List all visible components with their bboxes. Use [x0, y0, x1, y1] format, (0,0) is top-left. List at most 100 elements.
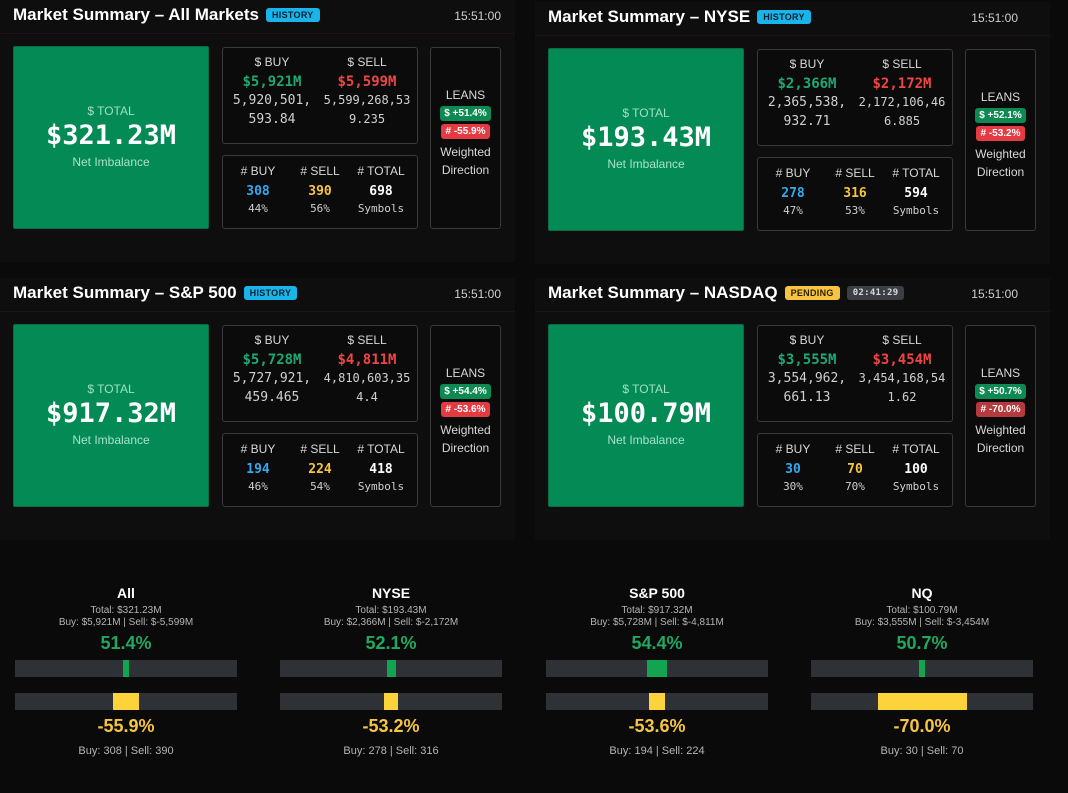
gauge-counts: Buy: 194 | Sell: 224 [609, 745, 705, 757]
dollar-lean-fill [647, 660, 667, 677]
total-value: $193.43M [580, 122, 712, 153]
count-sell-value: 70 [847, 462, 863, 477]
weighted-text: Weighted [975, 423, 1026, 437]
gauge-counts: Buy: 278 | Sell: 316 [343, 745, 439, 757]
dollar-sell-raw-2: 9.235 [348, 112, 386, 126]
count-total-label: # TOTAL [357, 164, 405, 178]
net-imbalance-tile: $ TOTAL $100.79M Net Imbalance [548, 324, 744, 507]
count-lean-bar [280, 693, 502, 710]
count-buy-label: # BUY [775, 442, 811, 456]
total-value: $917.32M [45, 398, 177, 429]
count-sell-label: # SELL [835, 166, 875, 180]
count-sell-label: # SELL [835, 442, 875, 456]
dollar-sell-col: $ SELL $5,599M 5,599,268,53 9.235 [321, 55, 413, 129]
dollar-buy-short: $5,728M [242, 352, 302, 368]
count-total-value: 698 [369, 184, 393, 199]
count-buy-col: # BUY 30 30% [760, 442, 826, 493]
total-value: $100.79M [580, 398, 712, 429]
leans-label: LEANS [980, 366, 1021, 380]
lean-dollar-pill: $ +51.4% [440, 106, 491, 121]
gauge-card-all: All Total: $321.23M Buy: $5,921M | Sell:… [15, 585, 237, 757]
count-total-col: # TOTAL 418 Symbols [348, 442, 414, 493]
dollar-buy-sell-box: $ BUY $5,921M 5,920,501, 593.84 $ SELL $… [222, 47, 418, 144]
count-box: # BUY 308 44% # SELL 390 56% # TOTAL 698… [222, 155, 418, 229]
total-label: $ TOTAL [622, 382, 670, 396]
gauge-dollar-pct: 50.7% [896, 633, 948, 653]
panel-sp500: Market Summary – S&P 500 HISTORY 15:51:0… [0, 278, 515, 540]
count-total-label: # TOTAL [357, 442, 405, 456]
total-sublabel: Net Imbalance [72, 155, 150, 169]
net-imbalance-tile: $ TOTAL $917.32M Net Imbalance [13, 324, 209, 507]
dollar-sell-label: $ SELL [347, 55, 387, 69]
dollar-buy-short: $5,921M [242, 74, 302, 90]
panel-title: Market Summary – NASDAQ PENDING 02:41:29 [548, 283, 905, 303]
dollar-buy-raw-1: 2,365,538, [767, 95, 847, 110]
dollar-buy-sell-box: $ BUY $2,366M 2,365,538, 932.71 $ SELL $… [757, 49, 953, 146]
dollar-lean-fill [123, 660, 129, 677]
leans-box: LEANS $ +54.4% # -53.6% Weighted Directi… [430, 325, 501, 507]
timestamp: 15:51:00 [971, 11, 1018, 25]
count-buy-pct: 46% [248, 480, 268, 493]
total-label: $ TOTAL [87, 382, 135, 396]
dollar-sell-raw-2: 6.885 [883, 114, 921, 128]
net-imbalance-tile: $ TOTAL $321.23M Net Imbalance [13, 46, 209, 229]
gauge-buy-sell: Buy: $2,366M | Sell: $-2,172M [323, 617, 459, 628]
history-badge[interactable]: HISTORY [757, 10, 811, 24]
count-total-col: # TOTAL 100 Symbols [883, 442, 949, 493]
count-total-value: 100 [904, 462, 928, 477]
count-lean-fill [878, 693, 967, 710]
gauge-counts: Buy: 30 | Sell: 70 [880, 745, 964, 757]
dollar-buy-sell-box: $ BUY $5,728M 5,727,921, 459.465 $ SELL … [222, 325, 418, 422]
weighted-text: Weighted [440, 145, 491, 159]
header-divider [535, 35, 1050, 36]
lean-count-pill: # -70.0% [976, 402, 1025, 417]
count-sell-pct: 56% [310, 202, 330, 215]
count-total-col: # TOTAL 698 Symbols [348, 164, 414, 215]
count-sell-pct: 54% [310, 480, 330, 493]
pending-badge: PENDING [784, 286, 840, 300]
dollar-lean-bar [280, 660, 502, 677]
dollar-buy-label: $ BUY [254, 55, 290, 69]
count-buy-value: 194 [246, 462, 270, 477]
history-badge[interactable]: HISTORY [243, 286, 298, 300]
dollar-lean-bar [546, 660, 768, 677]
gauge-buy-sell: Buy: $5,921M | Sell: $-5,599M [58, 617, 194, 628]
history-badge[interactable]: HISTORY [265, 8, 320, 22]
direction-text: Direction [441, 163, 490, 177]
count-lean-bar [811, 693, 1033, 710]
gauge-total: Total: $193.43M [355, 605, 427, 616]
count-sell-label: # SELL [300, 164, 340, 178]
count-total-sub: Symbols [357, 480, 405, 493]
dollar-buy-raw-1: 3,554,962, [767, 371, 847, 386]
gauge-buy-sell: Buy: $5,728M | Sell: $-4,811M [590, 617, 724, 628]
gauge-total: Total: $917.32M [621, 605, 693, 616]
total-sublabel: Net Imbalance [72, 433, 150, 447]
dollar-sell-label: $ SELL [347, 333, 387, 347]
gauge-total: Total: $321.23M [90, 605, 162, 616]
dollar-buy-label: $ BUY [789, 333, 825, 347]
lean-dollar-pill: $ +50.7% [975, 384, 1026, 399]
dollar-sell-label: $ SELL [882, 333, 922, 347]
dollar-sell-short: $2,172M [872, 76, 932, 92]
dollar-lean-bar [15, 660, 237, 677]
timestamp: 15:51:00 [454, 287, 501, 301]
header-divider [0, 311, 515, 312]
total-sublabel: Net Imbalance [607, 157, 685, 171]
lean-count-pill: # -53.2% [976, 126, 1025, 141]
count-total-label: # TOTAL [892, 442, 940, 456]
count-sell-label: # SELL [300, 442, 340, 456]
lean-count-pill: # -53.6% [441, 402, 490, 417]
count-box: # BUY 30 30% # SELL 70 70% # TOTAL 100 S… [757, 433, 953, 507]
count-lean-fill [649, 693, 665, 710]
dollar-sell-raw-1: 3,454,168,54 [858, 371, 946, 385]
gauge-count-pct: -53.6% [628, 716, 686, 736]
direction-text: Direction [976, 441, 1025, 455]
count-total-value: 594 [904, 186, 928, 201]
dollar-sell-label: $ SELL [882, 57, 922, 71]
header-divider [0, 33, 515, 34]
count-buy-pct: 44% [248, 202, 268, 215]
dollar-buy-col: $ BUY $5,921M 5,920,501, 593.84 [227, 55, 317, 129]
dollar-lean-fill [919, 660, 925, 677]
count-box: # BUY 194 46% # SELL 224 54% # TOTAL 418… [222, 433, 418, 507]
dollar-buy-sell-box: $ BUY $3,555M 3,554,962, 661.13 $ SELL $… [757, 325, 953, 422]
